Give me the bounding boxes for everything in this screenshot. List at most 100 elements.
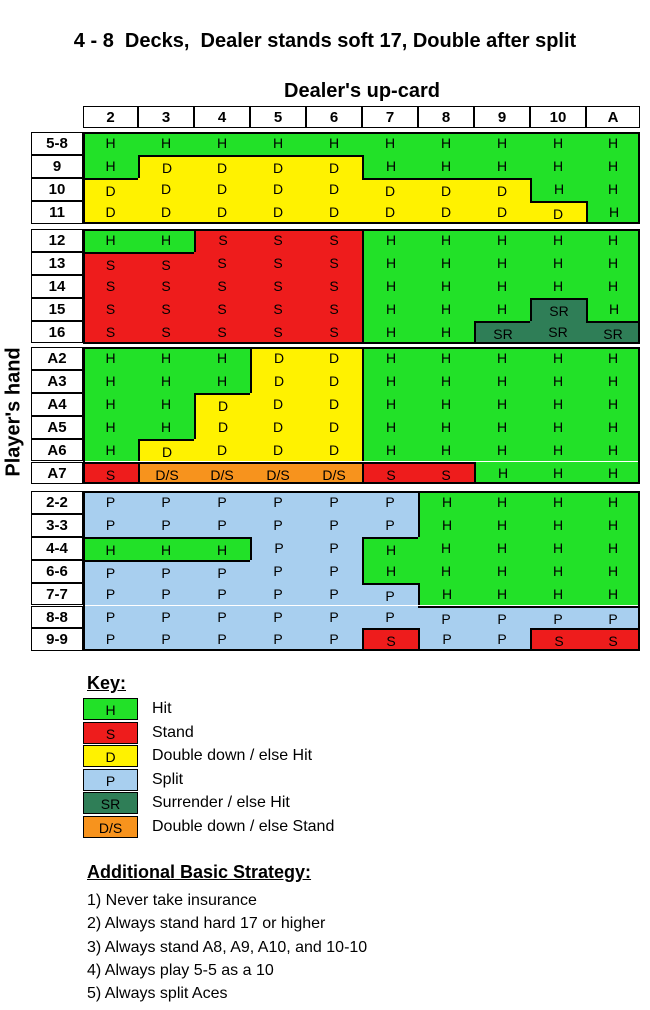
strategy-cell: D (194, 200, 250, 224)
strategy-cell: P (306, 605, 362, 629)
strategy-cell: H (530, 154, 586, 178)
strategy-cell: H (362, 154, 418, 178)
strategy-cell: H (586, 491, 640, 514)
key-description: Double down / else Stand (152, 818, 335, 835)
strategy-cell: D (362, 177, 418, 201)
strategy-cell: H (138, 132, 194, 155)
key-swatch-h: H (83, 698, 138, 720)
strategy-cell: H (530, 392, 586, 416)
strategy-cell: P (138, 582, 194, 606)
player-hand-label-8-8: 8-8 (31, 605, 83, 629)
strategy-cell: H (418, 347, 474, 370)
strategy-cell: H (194, 369, 250, 393)
strategy-cell: P (362, 582, 418, 606)
strategy-cell: D (362, 200, 418, 224)
strategy-cell: S (362, 628, 418, 652)
strategy-cell: P (250, 628, 306, 652)
strategy-cell: S (83, 320, 138, 344)
strategy-cell: H (194, 132, 250, 155)
strategy-cell: H (586, 415, 640, 439)
strategy-cell: S (194, 297, 250, 321)
strategy-item: 5) Always split Aces (87, 985, 228, 1003)
strategy-cell: D (250, 415, 306, 439)
strategy-cell: P (83, 559, 138, 583)
strategy-cell: D (138, 177, 194, 201)
strategy-cell: H (306, 132, 362, 155)
strategy-cell: P (418, 628, 474, 652)
strategy-cell: S (250, 251, 306, 275)
strategy-cell: H (83, 438, 138, 462)
strategy-cell: H (586, 347, 640, 370)
strategy-cell: D/S (306, 461, 362, 485)
dealer-card-header: 5 (250, 106, 306, 128)
player-hand-label: Player's hand (2, 347, 26, 476)
player-hand-label-7-7: 7-7 (31, 582, 83, 606)
strategy-cell: H (586, 392, 640, 416)
player-hand-label-A7: A7 (31, 461, 83, 485)
strategy-cell: D (138, 438, 194, 462)
strategy-cell: D (250, 154, 306, 178)
strategy-cell: H (418, 491, 474, 514)
strategy-cell: H (586, 200, 640, 224)
strategy-cell: H (530, 229, 586, 252)
strategy-cell: D (418, 177, 474, 201)
player-hand-label-A2: A2 (31, 347, 83, 370)
strategy-cell: D (250, 438, 306, 462)
dealer-upcard-label: Dealer's up-card (284, 80, 440, 102)
strategy-cell: P (418, 605, 474, 629)
player-hand-label-10: 10 (31, 177, 83, 201)
strategy-cell: S (306, 320, 362, 344)
strategy-cell: P (250, 582, 306, 606)
strategy-cell: H (474, 559, 530, 583)
strategy-cell: S (250, 274, 306, 298)
strategy-cell: S (250, 229, 306, 252)
strategy-cell: H (362, 415, 418, 439)
player-hand-label-11: 11 (31, 200, 83, 224)
chart-title: 4 - 8 Decks, Dealer stands soft 17, Doub… (73, 30, 577, 52)
strategy-cell: H (362, 536, 418, 560)
strategy-cell: H (530, 274, 586, 298)
strategy-cell: D (194, 415, 250, 439)
strategy-cell: H (83, 154, 138, 178)
strategy-cell: P (83, 605, 138, 629)
strategy-cell: D (306, 415, 362, 439)
strategy-cell: P (83, 582, 138, 606)
strategy-cell: H (530, 513, 586, 537)
strategy-cell: S (362, 461, 418, 485)
strategy-cell: H (530, 132, 586, 155)
strategy-cell: D (250, 369, 306, 393)
strategy-cell: SR (530, 297, 586, 321)
strategy-cell: H (530, 438, 586, 462)
strategy-cell: S (586, 628, 640, 652)
strategy-cell: S (83, 251, 138, 275)
strategy-cell: D (306, 200, 362, 224)
strategy-cell: P (306, 513, 362, 537)
player-hand-label-A6: A6 (31, 438, 83, 462)
strategy-cell: D (250, 177, 306, 201)
player-hand-label-12: 12 (31, 229, 83, 252)
strategy-cell: P (83, 491, 138, 514)
strategy-cell: H (474, 369, 530, 393)
strategy-cell: H (474, 536, 530, 560)
strategy-cell: H (138, 229, 194, 252)
strategy-cell: H (530, 177, 586, 201)
strategy-cell: S (418, 461, 474, 485)
strategy-cell: S (306, 251, 362, 275)
strategy-cell: H (586, 461, 640, 485)
dealer-card-header: 10 (530, 106, 586, 128)
strategy-cell: H (530, 251, 586, 275)
strategy-cell: P (138, 513, 194, 537)
strategy-cell: P (194, 582, 250, 606)
dealer-card-header: 2 (83, 106, 138, 128)
strategy-cell: D (530, 200, 586, 224)
strategy-cell: P (306, 628, 362, 652)
strategy-cell: H (138, 347, 194, 370)
strategy-cell: H (586, 177, 640, 201)
strategy-cell: S (83, 274, 138, 298)
strategy-cell: H (418, 536, 474, 560)
strategy-cell: H (586, 582, 640, 606)
strategy-cell: D (250, 200, 306, 224)
strategy-cell: S (194, 320, 250, 344)
strategy-cell: H (474, 491, 530, 514)
strategy-cell: P (83, 513, 138, 537)
